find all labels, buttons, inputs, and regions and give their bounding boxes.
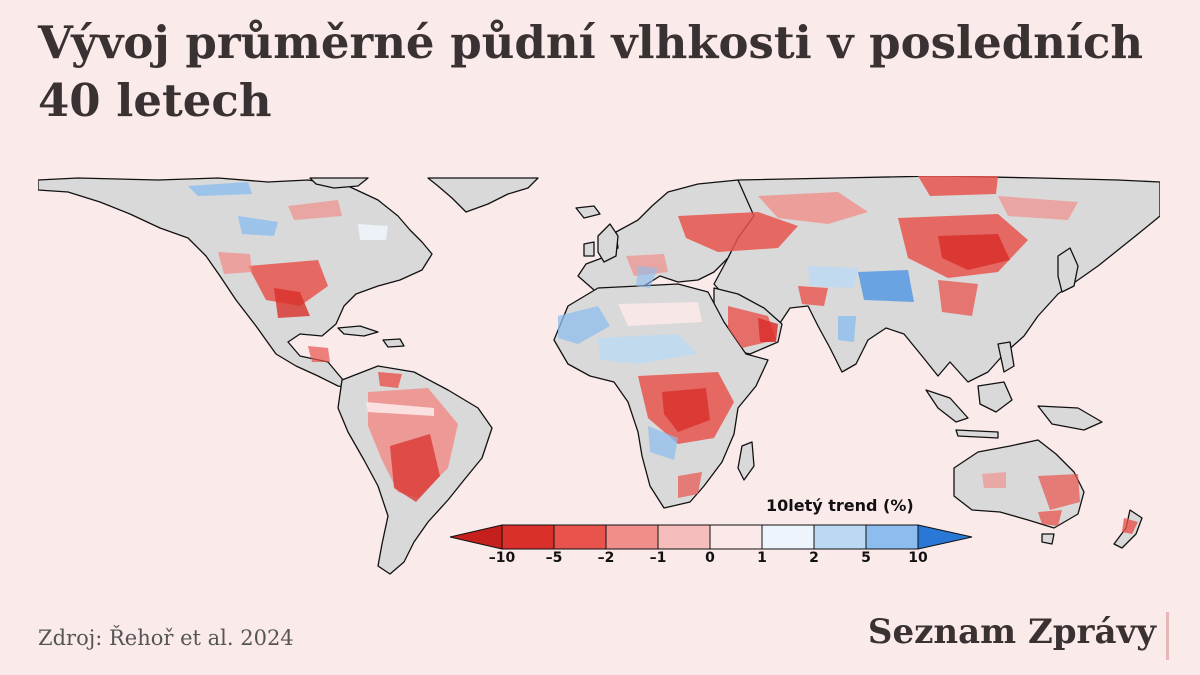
legend-bin <box>605 524 659 550</box>
legend-tick: 5 <box>861 550 871 566</box>
source-note: Zdroj: Řehoř et al. 2024 <box>38 626 294 650</box>
world-map <box>38 176 1160 578</box>
legend-tick: –2 <box>597 550 615 566</box>
borneo <box>977 381 1013 413</box>
legend-ticks: –10 –5 –2 –1 0 1 2 5 10 <box>0 550 1200 570</box>
legend-arrow-high <box>917 524 973 550</box>
new-guinea <box>1037 405 1103 431</box>
legend-bin <box>761 524 815 550</box>
legend-colorbar <box>449 524 973 550</box>
cuba <box>337 325 379 337</box>
legend-bin <box>501 524 555 550</box>
legend-bin <box>813 524 867 550</box>
sumatra <box>925 389 969 423</box>
legend-bin <box>709 524 763 550</box>
ireland <box>583 241 595 257</box>
japan <box>1057 247 1079 293</box>
iceland <box>575 205 601 219</box>
page-title: Vývoj průměrné půdní vlhkosti v poslední… <box>38 16 1144 127</box>
legend-tick: –1 <box>649 550 667 566</box>
madagascar <box>737 441 755 481</box>
legend-tick: 10 <box>908 550 928 566</box>
java <box>955 429 999 439</box>
tasmania <box>1041 533 1055 545</box>
legend-tick: 0 <box>705 550 715 566</box>
legend-bin <box>865 524 919 550</box>
legend-tick: 2 <box>809 550 819 566</box>
legend-tick: –5 <box>545 550 563 566</box>
legend-bin <box>657 524 711 550</box>
legend-tick: –10 <box>488 550 516 566</box>
legend-tick: 1 <box>757 550 767 566</box>
brand-divider <box>1166 612 1169 660</box>
legend-arrow-low <box>449 524 503 550</box>
legend-title: 10letý trend (%) <box>766 496 914 515</box>
arctic-islands <box>309 177 369 189</box>
greenland <box>427 177 539 213</box>
legend-bin <box>553 524 607 550</box>
great-britain <box>597 223 619 263</box>
trend-patches <box>188 176 1138 534</box>
north-america <box>38 177 433 389</box>
brand-logo: Seznam Zprávy <box>867 612 1156 652</box>
philippines <box>997 341 1015 373</box>
hispaniola <box>382 338 405 348</box>
